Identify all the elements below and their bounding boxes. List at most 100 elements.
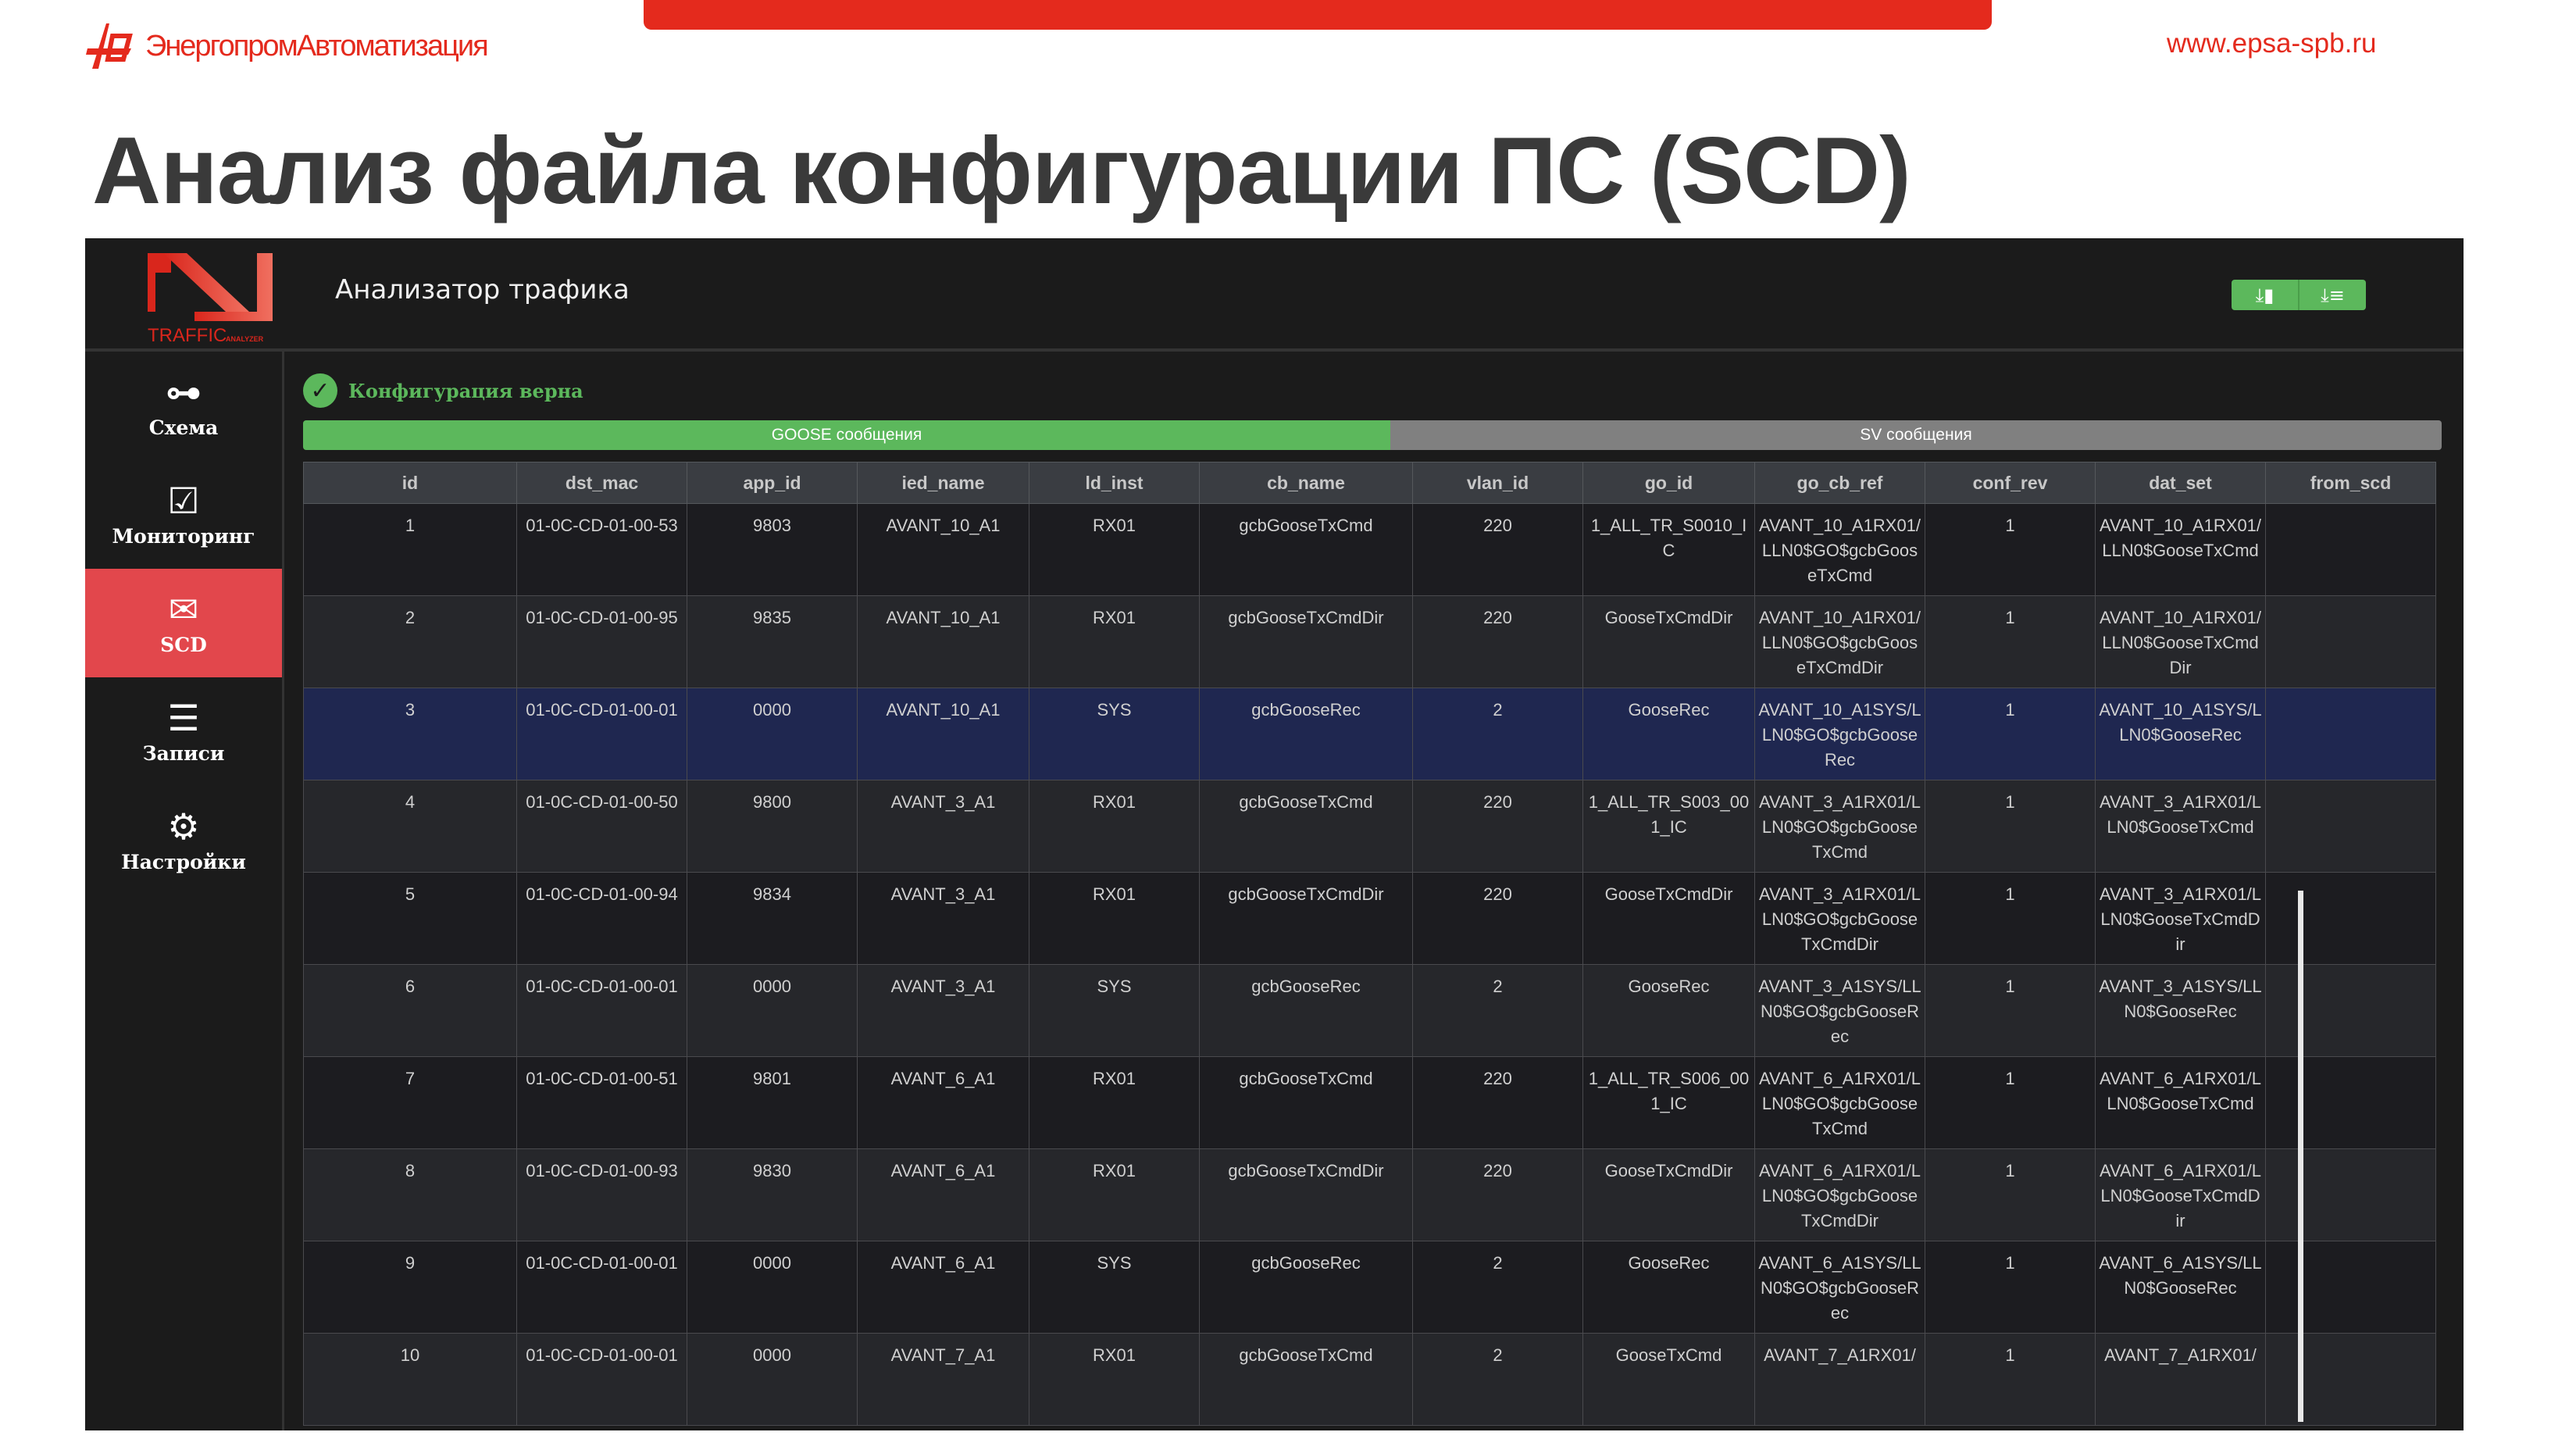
- table-row[interactable]: 10 01-0C-CD-01-00-01 0000 AVANT_7_A1 RX01 gcb…: [303, 1333, 2436, 1426]
- cell-from-scd: [2265, 1241, 2436, 1334]
- cell-from-scd: [2265, 503, 2436, 596]
- cell-id: 3: [303, 688, 517, 780]
- cell-cb-name: gcbGooseTxCmdDir: [1199, 595, 1413, 688]
- column-header-from-scd[interactable]: from_scd: [2265, 462, 2436, 504]
- cell-ied-name: AVANT_3_A1: [857, 780, 1029, 873]
- cell-go-id: 1_ALL_TR_S0010_IC: [1582, 503, 1755, 596]
- cell-cb-name: gcbGooseTxCmdDir: [1199, 1148, 1413, 1241]
- check-circle-icon: ✓: [303, 373, 337, 408]
- table-row[interactable]: 5 01-0C-CD-01-00-94 9834 AVANT_3_A1 RX01 gcbG…: [303, 872, 2436, 965]
- settings-gear-icon[interactable]: ⚙: [2464, 282, 2484, 308]
- download-database-icon: ⤓≡: [2321, 284, 2345, 306]
- cell-go-cb-ref: AVANT_6_A1SYS/LLN0$GO$gcbGooseRec: [1754, 1241, 1925, 1334]
- cell-dst-mac: 01-0C-CD-01-00-01: [516, 688, 687, 780]
- website-link[interactable]: www.epsa-spb.ru: [2167, 28, 2377, 59]
- checklist-icon: ☰: [167, 697, 200, 739]
- cell-conf-rev: 1: [1925, 872, 2096, 965]
- cell-conf-rev: 1: [1925, 780, 2096, 873]
- cell-ld-inst: SYS: [1029, 688, 1200, 780]
- column-header-ied-name[interactable]: ied_name: [857, 462, 1029, 504]
- table-row[interactable]: 6 01-0C-CD-01-00-01 0000 AVANT_3_A1 SYS gcbGo…: [303, 964, 2436, 1057]
- cell-ied-name: AVANT_6_A1: [857, 1148, 1029, 1241]
- cell-vlan-id: 220: [1412, 780, 1583, 873]
- column-header-ld-inst[interactable]: ld_inst: [1029, 462, 1200, 504]
- cell-go-cb-ref: AVANT_3_A1RX01/LLN0$GO$gcbGooseTxCmdDir: [1754, 872, 1925, 965]
- table-row[interactable]: 4 01-0C-CD-01-00-50 9800 AVANT_3_A1 RX01 gcbG…: [303, 780, 2436, 873]
- cell-app-id: 0000: [687, 1333, 858, 1426]
- cell-app-id: 9835: [687, 595, 858, 688]
- checkbox-icon: ☑: [167, 480, 200, 522]
- table-scrollbar[interactable]: [2298, 891, 2303, 1422]
- table-body: 1 01-0C-CD-01-00-53 9803 AVANT_10_A1 RX01 gcb…: [303, 503, 2436, 1426]
- settings-cog-icon[interactable]: ❃: [2491, 282, 2510, 308]
- cell-id: 6: [303, 964, 517, 1057]
- cell-conf-rev: 1: [1925, 1148, 2096, 1241]
- cell-ld-inst: SYS: [1029, 964, 1200, 1057]
- cell-app-id: 9834: [687, 872, 858, 965]
- cell-dat-set: AVANT_3_A1RX01/LLN0$GooseTxCmd: [2095, 780, 2266, 873]
- table-row[interactable]: 1 01-0C-CD-01-00-53 9803 AVANT_10_A1 RX01 gcb…: [303, 503, 2436, 596]
- cell-dst-mac: 01-0C-CD-01-00-01: [516, 1333, 687, 1426]
- cell-dat-set: AVANT_3_A1SYS/LLN0$GooseRec: [2095, 964, 2266, 1057]
- cell-go-cb-ref: AVANT_3_A1RX01/LLN0$GO$gcbGooseTxCmd: [1754, 780, 1925, 873]
- cell-go-cb-ref: AVANT_7_A1RX01/: [1754, 1333, 1925, 1426]
- message-tabs: GOOSE сообщения SV сообщения: [303, 420, 2442, 450]
- cell-vlan-id: 2: [1412, 964, 1583, 1057]
- cell-vlan-id: 220: [1412, 1056, 1583, 1149]
- traffic-analyzer-window: TRAFFIC ANALYZER Анализатор трафика ⤓▮ ⤓…: [85, 238, 2509, 1430]
- cell-go-id: GooseRec: [1582, 964, 1755, 1057]
- cell-go-id: GooseRec: [1582, 1241, 1755, 1334]
- cell-ied-name: AVANT_7_A1: [857, 1333, 1029, 1426]
- tab-goose[interactable]: GOOSE сообщения: [303, 420, 1390, 450]
- table-row[interactable]: 7 01-0C-CD-01-00-51 9801 AVANT_6_A1 RX01 gcbG…: [303, 1056, 2436, 1149]
- cell-conf-rev: 1: [1925, 964, 2096, 1057]
- table-row-selected[interactable]: 3 01-0C-CD-01-00-01 0000 AVANT_10_A1 SYS gcbG…: [303, 688, 2436, 780]
- cell-id: 2: [303, 595, 517, 688]
- cell-go-id: GooseTxCmdDir: [1582, 1148, 1755, 1241]
- cell-cb-name: gcbGooseRec: [1199, 1241, 1413, 1334]
- cell-vlan-id: 2: [1412, 688, 1583, 780]
- column-header-go-id[interactable]: go_id: [1582, 462, 1755, 504]
- table-row[interactable]: 9 01-0C-CD-01-00-01 0000 AVANT_6_A1 SYS gcbGo…: [303, 1241, 2436, 1334]
- cell-cb-name: gcbGooseRec: [1199, 688, 1413, 780]
- column-header-id[interactable]: id: [303, 462, 517, 504]
- traffic-analyzer-logo: TRAFFIC ANALYZER: [148, 253, 273, 343]
- tab-sv[interactable]: SV сообщения: [1390, 420, 2442, 450]
- goose-table: id dst_mac app_id ied_name ld_inst cb_name vla…: [303, 462, 2436, 1426]
- cell-id: 8: [303, 1148, 517, 1241]
- table-row[interactable]: 2 01-0C-CD-01-00-95 9835 AVANT_10_A1 RX01 gcb…: [303, 595, 2436, 688]
- cell-dst-mac: 01-0C-CD-01-00-93: [516, 1148, 687, 1241]
- download-database-button[interactable]: ⤓≡: [2299, 280, 2366, 310]
- cell-dat-set: AVANT_10_A1RX01/LLN0$GooseTxCmdDir: [2095, 595, 2266, 688]
- column-header-go-cb-ref[interactable]: go_cb_ref: [1754, 462, 1925, 504]
- cell-dst-mac: 01-0C-CD-01-00-01: [516, 964, 687, 1057]
- cell-dat-set: AVANT_10_A1RX01/LLN0$GooseTxCmd: [2095, 503, 2266, 596]
- cell-app-id: 0000: [687, 688, 858, 780]
- column-header-cb-name[interactable]: cb_name: [1199, 462, 1413, 504]
- sidebar-item-scd[interactable]: ✉ SCD: [85, 569, 282, 677]
- cell-from-scd: [2265, 1148, 2436, 1241]
- column-header-dst-mac[interactable]: dst_mac: [516, 462, 687, 504]
- goose-table-container: id dst_mac app_id ied_name ld_inst cb_name vla…: [303, 462, 2443, 1426]
- column-header-app-id[interactable]: app_id: [687, 462, 858, 504]
- cell-id: 4: [303, 780, 517, 873]
- cell-ied-name: AVANT_3_A1: [857, 964, 1029, 1057]
- slide-title: Анализ файла конфигурации ПС (SCD): [92, 117, 1911, 223]
- sidebar-item-schema[interactable]: ⊶ Схема: [85, 352, 282, 460]
- column-header-conf-rev[interactable]: conf_rev: [1925, 462, 2096, 504]
- cell-go-id: GooseTxCmdDir: [1582, 872, 1755, 965]
- cell-dst-mac: 01-0C-CD-01-00-53: [516, 503, 687, 596]
- envelope-icon: ✉: [168, 588, 199, 630]
- cell-dst-mac: 01-0C-CD-01-00-50: [516, 780, 687, 873]
- download-file-button[interactable]: ⤓▮: [2232, 280, 2299, 310]
- sidebar-item-monitoring[interactable]: ☑ Мониторинг: [85, 460, 282, 569]
- cell-go-id: 1_ALL_TR_S006_001_IC: [1582, 1056, 1755, 1149]
- sidebar-item-settings[interactable]: ⚙ Настройки: [85, 786, 282, 895]
- column-header-dat-set[interactable]: dat_set: [2095, 462, 2266, 504]
- table-row[interactable]: 8 01-0C-CD-01-00-93 9830 AVANT_6_A1 RX01 gcbG…: [303, 1148, 2436, 1241]
- cell-app-id: 9830: [687, 1148, 858, 1241]
- cell-from-scd: [2265, 964, 2436, 1057]
- cell-conf-rev: 1: [1925, 688, 2096, 780]
- column-header-vlan-id[interactable]: vlan_id: [1412, 462, 1583, 504]
- sidebar-item-records[interactable]: ☰ Записи: [85, 677, 282, 786]
